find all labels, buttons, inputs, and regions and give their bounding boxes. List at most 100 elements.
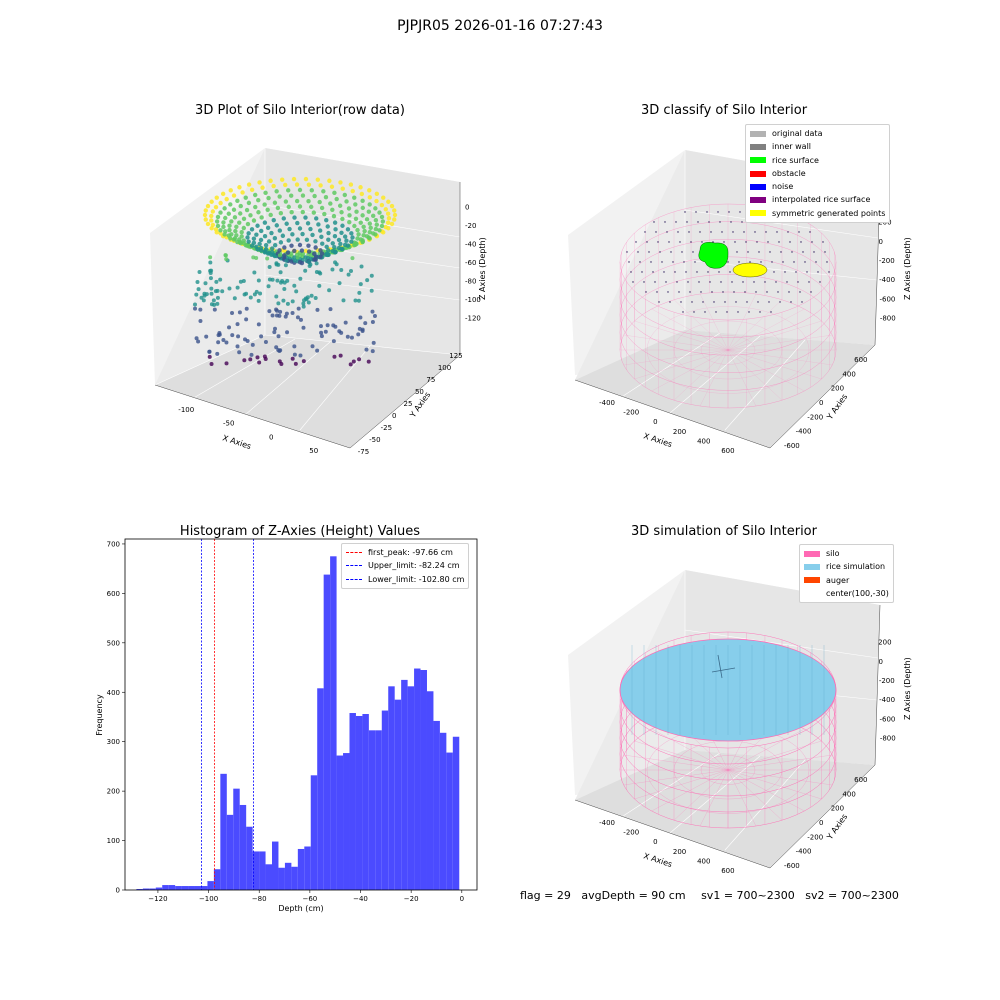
scatter-point: [309, 293, 314, 298]
scatter-point: [295, 315, 300, 320]
scatter-point: [355, 236, 360, 241]
surface-point: [756, 241, 758, 243]
scatter-point: [278, 348, 283, 353]
surface-point: [715, 311, 717, 313]
scatter-point: [235, 285, 240, 290]
histogram-bar: [155, 887, 163, 890]
scatter-point: [241, 238, 247, 243]
scatter-point: [280, 233, 286, 238]
scatter-point: [389, 203, 395, 209]
panel2-interpolated-surface: [626, 211, 830, 313]
flag-text: flag = 29: [520, 889, 571, 902]
silo-floor-spoke: [727, 349, 783, 401]
scatter-point: [360, 205, 366, 211]
silo-floor-spoke: [727, 293, 757, 351]
p1-ztick-label: -20: [465, 222, 476, 230]
surface-point: [753, 281, 755, 283]
scatter-point: [276, 334, 281, 339]
p4-ztick-label: -400: [879, 696, 895, 704]
surface-point: [691, 301, 693, 303]
histogram-vlines: [201, 539, 254, 890]
scatter-point: [257, 180, 262, 185]
scatter-point: [249, 352, 254, 357]
surface-point: [683, 261, 685, 263]
scatter-point: [305, 295, 310, 300]
surface-point: [797, 281, 799, 283]
panel4-ylabel: Y Axies: [825, 812, 850, 842]
scatter-point: [242, 358, 247, 363]
scatter-point: [303, 268, 308, 273]
scatter-point: [269, 246, 275, 251]
silo-floor-spoke: [651, 349, 729, 392]
scatter-point: [356, 232, 361, 237]
scatter-point: [336, 245, 342, 251]
surface-point: [635, 241, 637, 243]
silo-floor-spoke: [699, 293, 729, 351]
scatter-point: [334, 262, 339, 267]
p2-ztick-label: -800: [880, 314, 896, 322]
histogram-bar: [278, 867, 285, 890]
scatter-point: [327, 178, 332, 183]
scatter-point: [348, 182, 354, 187]
histogram-plot: −120 −100 −80 −60 −40 −20 0 0 100 200 300 400 500 60…: [95, 538, 478, 913]
scatter-point: [310, 232, 315, 238]
surface-point: [824, 251, 826, 253]
surface-point: [798, 231, 800, 233]
surface-point: [690, 241, 692, 243]
histogram-bar: [310, 775, 318, 890]
scatter-point: [208, 260, 213, 265]
silo-floor-spoke: [623, 349, 729, 366]
scatter-point: [358, 315, 363, 320]
scatter-point: [240, 190, 245, 195]
scatter-point: [340, 186, 345, 191]
scatter-point: [290, 232, 295, 237]
histogram-bar: [375, 730, 382, 890]
legend-swatch: [750, 210, 766, 217]
scatter-point: [374, 191, 380, 197]
legend-label: original data: [772, 129, 823, 138]
scatter-point: [278, 211, 284, 216]
surface-point: [646, 241, 648, 243]
scatter-point: [286, 188, 291, 193]
scatter-point: [195, 279, 200, 284]
scatter-point: [209, 286, 214, 291]
surface-point: [738, 261, 740, 263]
panel4-zlabel: Z Axies (Depth): [903, 657, 912, 720]
scatter-point: [323, 329, 328, 334]
scatter-point: [231, 193, 237, 198]
scatter-point: [319, 251, 325, 256]
scatter-point: [352, 195, 357, 200]
scatter-point: [309, 188, 314, 193]
scatter-point: [284, 258, 289, 263]
scatter-point: [371, 213, 376, 219]
scatter-point: [246, 231, 251, 236]
scatter-point: [321, 189, 326, 194]
surface-point: [776, 231, 778, 233]
scatter-point: [348, 269, 353, 274]
scatter-point: [295, 255, 300, 260]
legend-label: auger: [826, 575, 850, 585]
legend-label: first_peak: -97.66 cm: [368, 548, 453, 557]
scatter-point: [306, 259, 311, 264]
histogram-bar: [452, 736, 460, 890]
scatter-point: [306, 300, 311, 305]
scatter-point: [265, 256, 270, 261]
scatter-point: [286, 204, 291, 210]
surface-point: [626, 251, 628, 253]
scatter-point: [353, 202, 358, 207]
scatter-point: [313, 296, 318, 301]
scatter-point: [262, 220, 268, 225]
scatter-point: [227, 286, 232, 291]
surface-point: [775, 281, 777, 283]
histogram-bar: [194, 886, 201, 890]
surface-point: [643, 281, 645, 283]
scatter-point: [328, 201, 333, 206]
scatter-point: [287, 226, 292, 232]
surface-point: [786, 281, 788, 283]
histogram-bar: [426, 691, 434, 890]
histogram-yticks: 0 100 200 300 400 500 600 700: [107, 540, 125, 895]
surface-point: [699, 231, 701, 233]
scatter-point: [203, 208, 208, 213]
scatter-point: [332, 244, 337, 250]
scatter-point: [248, 357, 253, 362]
